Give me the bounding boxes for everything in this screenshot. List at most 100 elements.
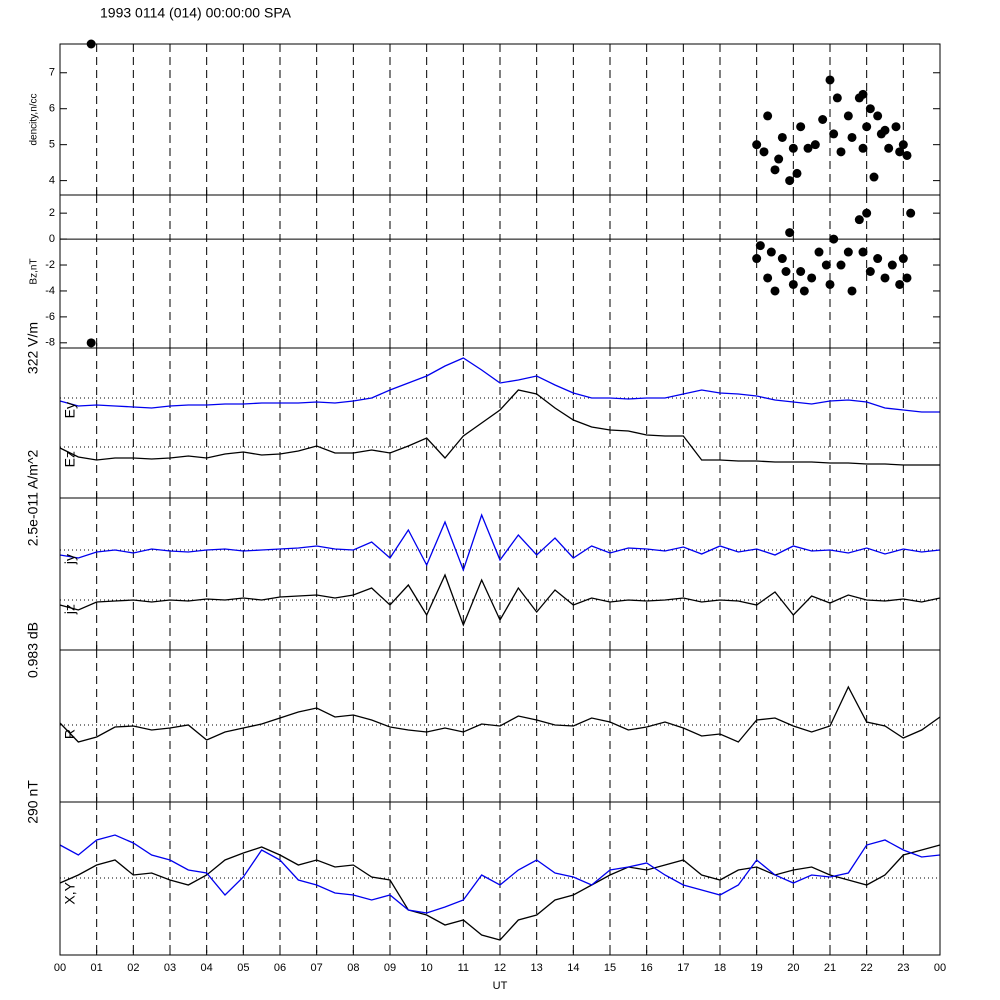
x-tick-label: 04 bbox=[201, 962, 213, 974]
y-tick-label: 2 bbox=[49, 207, 55, 219]
scale-label: 322 V/m bbox=[25, 322, 41, 374]
x-tick-label: 00 bbox=[54, 962, 66, 974]
panel-label: R bbox=[62, 729, 78, 739]
point bbox=[902, 150, 912, 160]
point bbox=[895, 279, 905, 289]
point bbox=[858, 143, 868, 153]
point bbox=[887, 260, 897, 270]
point bbox=[810, 140, 820, 150]
x-tick-label: 06 bbox=[274, 962, 286, 974]
x-tick-label: 08 bbox=[347, 962, 359, 974]
point bbox=[829, 129, 839, 139]
point bbox=[862, 122, 872, 132]
point bbox=[788, 143, 798, 153]
point bbox=[807, 273, 817, 283]
point bbox=[836, 260, 846, 270]
y-tick-label: 0 bbox=[49, 233, 55, 245]
point bbox=[796, 267, 806, 276]
point bbox=[774, 154, 784, 164]
point bbox=[858, 89, 868, 99]
point bbox=[770, 286, 780, 296]
x-tick-label: 11 bbox=[458, 962, 469, 974]
point bbox=[847, 286, 857, 296]
point bbox=[854, 215, 864, 225]
x-tick-label: 14 bbox=[567, 962, 579, 974]
x-tick-label: 19 bbox=[751, 962, 763, 974]
panel-label: X,Y bbox=[62, 881, 78, 904]
point bbox=[818, 115, 828, 124]
x-axis-label: UT bbox=[493, 980, 508, 992]
y-tick-label: 5 bbox=[49, 139, 55, 151]
point bbox=[825, 75, 835, 85]
scale-label: 2.5e-011 A/m^2 bbox=[25, 449, 41, 546]
x-tick-label: 17 bbox=[677, 962, 689, 974]
line bbox=[59, 844, 941, 941]
point bbox=[836, 147, 846, 157]
point bbox=[759, 147, 769, 157]
x-tick-label: 18 bbox=[714, 962, 726, 974]
line bbox=[59, 513, 941, 572]
y-tick-label: -2 bbox=[45, 259, 55, 271]
point bbox=[898, 254, 908, 264]
point bbox=[777, 254, 787, 264]
line bbox=[59, 389, 940, 466]
point bbox=[906, 208, 916, 218]
y-tick-label: -6 bbox=[45, 311, 55, 323]
y-tick-label: 4 bbox=[49, 175, 55, 187]
point bbox=[781, 267, 791, 276]
x-tick-label: 22 bbox=[861, 962, 873, 974]
point bbox=[869, 172, 879, 182]
x-tick-label: 21 bbox=[824, 962, 836, 974]
x-tick-label: 05 bbox=[237, 962, 249, 974]
point bbox=[843, 247, 853, 257]
point bbox=[865, 267, 875, 276]
point bbox=[884, 143, 894, 153]
point bbox=[755, 241, 765, 251]
point bbox=[873, 254, 883, 264]
point bbox=[825, 279, 835, 289]
y-tick-label: -8 bbox=[45, 337, 55, 349]
x-tick-label: 02 bbox=[127, 962, 139, 974]
point bbox=[814, 247, 824, 257]
point bbox=[829, 234, 839, 244]
point bbox=[752, 254, 762, 264]
scale-label: 0.983 dB bbox=[25, 622, 41, 678]
line bbox=[59, 685, 941, 743]
x-tick-label: 01 bbox=[91, 962, 103, 974]
point bbox=[865, 104, 875, 114]
panel-frame bbox=[59, 801, 941, 956]
y-axis-label: Bz,nT bbox=[29, 258, 40, 284]
point bbox=[763, 273, 773, 283]
legend-label: Ez bbox=[62, 451, 78, 467]
point bbox=[799, 286, 809, 296]
y-axis-label: dencity,n/cc bbox=[29, 93, 40, 145]
x-tick-label: 15 bbox=[604, 962, 616, 974]
point bbox=[752, 140, 762, 150]
point bbox=[880, 273, 890, 283]
point bbox=[891, 122, 901, 132]
point bbox=[788, 279, 798, 289]
point bbox=[821, 260, 831, 270]
point bbox=[777, 132, 787, 142]
y-tick-label: 6 bbox=[49, 103, 55, 115]
legend-label: Ey bbox=[62, 402, 78, 418]
point bbox=[895, 147, 905, 157]
scale-label: 290 nT bbox=[25, 780, 41, 824]
point bbox=[847, 132, 857, 142]
point bbox=[858, 247, 868, 257]
x-tick-label: 03 bbox=[164, 962, 176, 974]
legend-label: jz bbox=[62, 604, 78, 615]
point bbox=[785, 176, 795, 186]
x-tick-label: 20 bbox=[787, 962, 799, 974]
chart-title: 1993 0114 (014) 00:00:00 SPA bbox=[100, 5, 292, 21]
x-tick-label: 23 bbox=[897, 962, 909, 974]
point bbox=[766, 247, 776, 257]
line bbox=[59, 357, 940, 413]
x-tick-label: 10 bbox=[421, 962, 433, 974]
point bbox=[796, 122, 806, 132]
point bbox=[873, 111, 883, 121]
line bbox=[59, 834, 941, 914]
x-tick-label: 16 bbox=[641, 962, 653, 974]
point bbox=[763, 111, 773, 121]
point bbox=[832, 93, 842, 103]
